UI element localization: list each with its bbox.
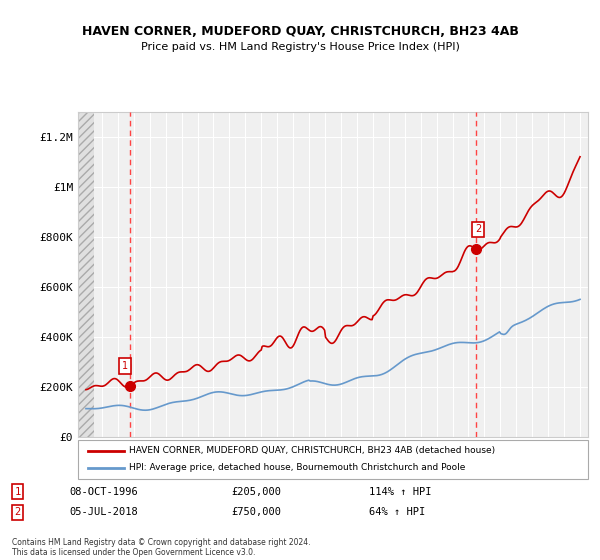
Text: 1: 1 — [14, 487, 21, 497]
Text: Price paid vs. HM Land Registry's House Price Index (HPI): Price paid vs. HM Land Registry's House … — [140, 42, 460, 52]
Text: 08-OCT-1996: 08-OCT-1996 — [70, 487, 139, 497]
Text: 114% ↑ HPI: 114% ↑ HPI — [369, 487, 431, 497]
Text: 2: 2 — [475, 225, 481, 235]
Text: HAVEN CORNER, MUDEFORD QUAY, CHRISTCHURCH, BH23 4AB (detached house): HAVEN CORNER, MUDEFORD QUAY, CHRISTCHURC… — [129, 446, 495, 455]
Text: Contains HM Land Registry data © Crown copyright and database right 2024.
This d: Contains HM Land Registry data © Crown c… — [12, 538, 311, 557]
Bar — [78, 112, 94, 437]
FancyBboxPatch shape — [78, 440, 588, 479]
Text: HAVEN CORNER, MUDEFORD QUAY, CHRISTCHURCH, BH23 4AB: HAVEN CORNER, MUDEFORD QUAY, CHRISTCHURC… — [82, 25, 518, 38]
Text: £205,000: £205,000 — [231, 487, 281, 497]
Text: 1: 1 — [122, 361, 128, 371]
Text: 64% ↑ HPI: 64% ↑ HPI — [369, 507, 425, 517]
Text: £750,000: £750,000 — [231, 507, 281, 517]
Text: 2: 2 — [14, 507, 21, 517]
Text: HPI: Average price, detached house, Bournemouth Christchurch and Poole: HPI: Average price, detached house, Bour… — [129, 463, 466, 472]
Text: 05-JUL-2018: 05-JUL-2018 — [70, 507, 139, 517]
